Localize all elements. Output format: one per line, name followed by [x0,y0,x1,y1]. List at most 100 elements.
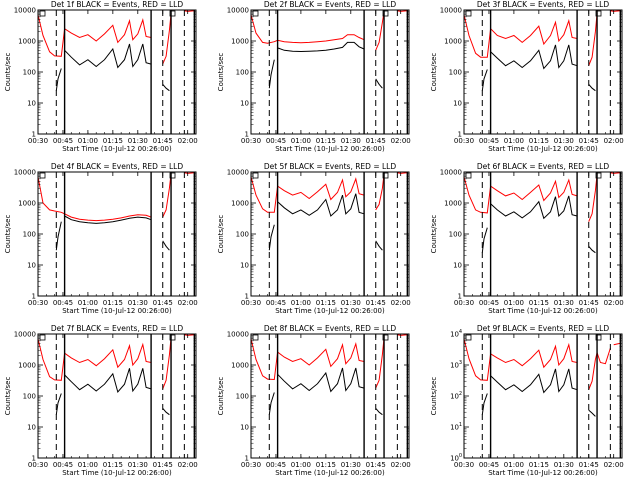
y-tick-label: 10000 [440,7,462,15]
x-tick-label: 01:30 [341,461,361,469]
y-tick-label: 10000 [227,7,249,15]
x-tick-label: 02:00 [178,299,198,307]
events-series-line-seg2 [64,368,152,394]
x-tick-label: 02:00 [604,461,624,469]
x-axis-label: Start Time (10-Jul-12 00:26:00) [488,469,598,477]
x-tick-label: 01:15 [529,299,549,307]
events-series-line-seg1 [481,393,488,415]
x-tick-label: 01:45 [366,299,386,307]
corner-marker-right [595,10,602,17]
y-tick-label: 10 [240,262,249,270]
y-tick-label: 1000 [18,200,36,208]
events-series-line-seg3 [588,409,596,417]
chart-panel-4: Det 4f BLACK = Events, RED = LLD 00:30 00:… [4,162,198,315]
x-tick-label: 00:30 [241,299,261,307]
lld-series-line-seg1 [250,176,365,213]
y-tick-label: 1000 [231,38,249,46]
events-series-line-seg1 [55,68,62,91]
x-tick-label: 01:30 [554,299,574,307]
lld-series-line-seg2 [588,347,611,390]
chart-panel-7: Det 7f BLACK = Events, RED = LLD 00:30 00:… [4,324,198,477]
chart-title: Det 2f BLACK = Events, RED = LLD [264,0,397,9]
x-tick-label: 01:00 [504,461,524,469]
events-series-line-seg2 [490,195,578,220]
chart-panel-2: Det 2f BLACK = Events, RED = LLD 00:30 00:… [217,0,411,153]
x-tick-label: 00:45 [266,137,286,145]
x-tick-label: 01:00 [291,461,311,469]
x-tick-label: 01:45 [153,461,173,469]
y-tick-label: 100 [23,231,36,239]
x-tick-label: 01:45 [366,461,386,469]
x-tick-label: 01:00 [291,299,311,307]
lld-series-line-seg2 [162,336,172,390]
y-tick-label: 1000 [444,200,462,208]
x-tick-label: 01:15 [316,461,336,469]
corner-marker-left [252,334,259,341]
plot-frame [37,333,197,459]
x-tick-label: 01:15 [529,137,549,145]
y-tick-label: 10000 [440,169,462,177]
x-axis-label: Start Time (10-Jul-12 00:26:00) [62,145,172,153]
y-tick-label: 10 [450,424,459,432]
chart-panel-3: Det 3f BLACK = Events, RED = LLD 00:30 00:… [430,0,624,153]
events-series-line-seg2 [64,215,152,224]
chart-panel-6: Det 6f BLACK = Events, RED = LLD 00:30 00:… [430,162,624,315]
corner-marker-right [382,172,389,179]
x-tick-label: 00:45 [479,461,499,469]
lld-series-line-seg1 [463,338,578,381]
x-tick-label: 01:00 [504,137,524,145]
x-axis-label: Start Time (10-Jul-12 00:26:00) [488,145,598,153]
x-tick-label: 00:45 [266,461,286,469]
x-tick-label: 01:15 [316,299,336,307]
y-tick-label: 1 [32,131,36,139]
lld-series-line-seg2 [162,173,172,218]
chart-panel-8: Det 8f BLACK = Events, RED = LLD 00:30 00:… [217,324,411,477]
x-tick-label: 02:00 [391,299,411,307]
plot-frame [37,171,197,297]
y-tick-label: 1000 [444,38,462,46]
events-series-line-seg2 [277,193,365,217]
lld-series-line-seg3 [184,172,195,174]
corner-marker-right [382,10,389,17]
y-tick-label: 1000 [231,362,249,370]
events-series-line-seg1 [481,69,488,91]
y-tick-label: 10 [27,424,36,432]
events-series-line-seg3 [162,83,170,92]
y-tick-label: 1 [32,455,36,463]
events-series-line-seg3 [162,240,170,251]
y-tick-label: 100 [449,69,462,77]
y-axis-label: Counts/sec [4,53,12,92]
chart-panel-9: Det 9f BLACK = Events, RED = LLD 00:30 00:… [430,324,624,477]
y-tick-label: 10000 [227,169,249,177]
events-series-line-seg1 [268,392,275,415]
y-tick-label: 1 [32,293,36,301]
lld-series-line-seg3 [184,10,195,12]
y-tick-label: 10 [450,362,459,370]
lld-series-line-seg2 [162,12,172,65]
x-tick-label: 00:45 [53,461,73,469]
x-tick-label: 01:45 [366,137,386,145]
chart-title: Det 4f BLACK = Events, RED = LLD [51,162,184,171]
lld-series-line-seg2 [375,11,385,51]
y-tick-label: 10 [453,262,462,270]
lld-series-line-seg3 [610,172,621,174]
events-series-line-seg1 [55,221,62,251]
x-tick-label: 00:45 [53,137,73,145]
x-tick-label: 00:45 [266,299,286,307]
x-tick-label: 01:15 [103,299,123,307]
y-axis-label: Counts/sec [4,377,12,416]
events-series-line-seg2 [277,41,365,53]
y-tick-exponent: 2 [459,391,462,397]
lld-series-line-seg3 [397,334,408,336]
plot-frame [463,333,623,459]
lld-series-line-seg2 [588,174,598,222]
events-series-line-seg1 [481,227,488,253]
chart-title: Det 5f BLACK = Events, RED = LLD [264,162,397,171]
corner-marker-right [169,10,176,17]
chart-title: Det 6f BLACK = Events, RED = LLD [477,162,610,171]
x-tick-label: 01:45 [579,461,599,469]
lld-series-line-seg3 [397,10,408,12]
x-tick-label: 01:45 [579,137,599,145]
y-tick-label: 1000 [18,362,36,370]
x-tick-label: 01:30 [341,299,361,307]
